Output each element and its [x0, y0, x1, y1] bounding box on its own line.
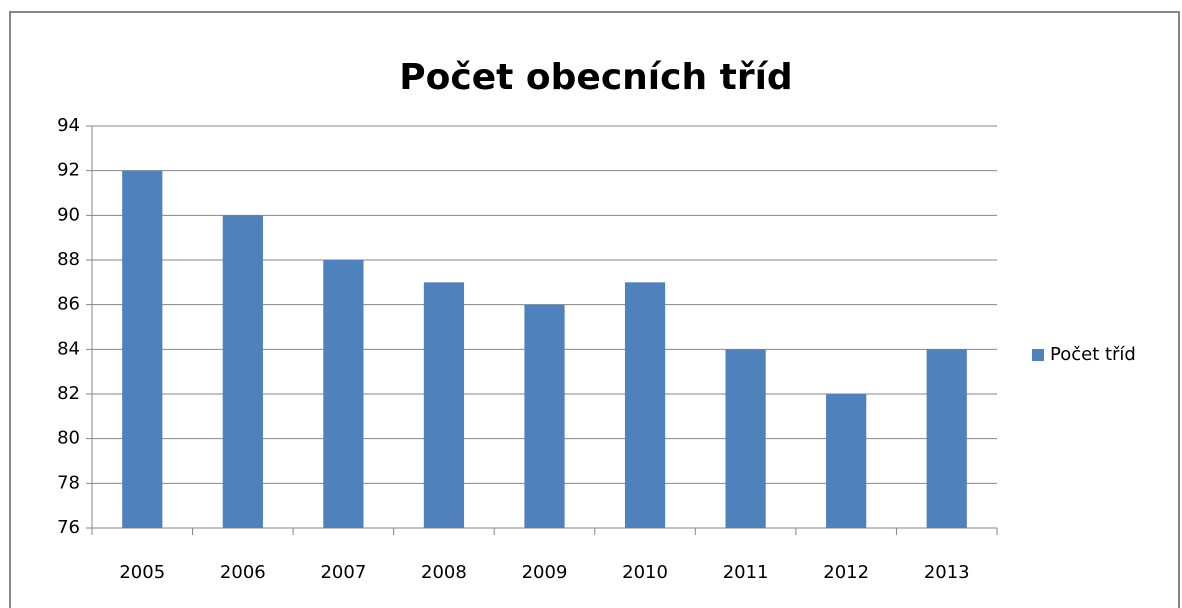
y-tick-label: 86	[57, 294, 80, 315]
x-tick-label: 2012	[823, 562, 869, 583]
y-tick-label: 82	[57, 383, 80, 404]
bar	[323, 260, 364, 528]
bar	[725, 349, 766, 528]
chart-title: Počet obecních tříd	[399, 57, 792, 98]
y-tick-label: 90	[57, 204, 80, 225]
y-tick-label: 92	[57, 160, 80, 181]
x-tick-label: 2013	[924, 562, 970, 583]
legend-swatch	[1032, 349, 1044, 361]
bar	[423, 282, 465, 528]
x-tick-label: 2008	[421, 562, 467, 583]
y-tick-label: 76	[57, 517, 80, 538]
y-tick-label: 84	[57, 338, 80, 359]
legend-label: Počet tříd	[1050, 344, 1136, 365]
bar	[122, 170, 163, 528]
x-tick-label: 2007	[320, 562, 366, 583]
bar	[926, 349, 967, 528]
x-tick-label: 2005	[119, 562, 165, 583]
bar	[826, 394, 867, 528]
y-tick-label: 80	[57, 428, 80, 449]
bar	[222, 215, 263, 529]
y-tick-label: 94	[57, 115, 80, 136]
x-tick-label: 2006	[220, 562, 266, 583]
y-tick-label: 88	[57, 249, 80, 270]
bar	[524, 304, 565, 528]
bar	[624, 282, 666, 528]
x-tick-label: 2011	[723, 562, 769, 583]
x-tick-label: 2010	[622, 562, 668, 583]
y-tick-label: 78	[57, 472, 80, 493]
chart-frame	[9, 11, 1180, 608]
x-tick-label: 2009	[522, 562, 568, 583]
